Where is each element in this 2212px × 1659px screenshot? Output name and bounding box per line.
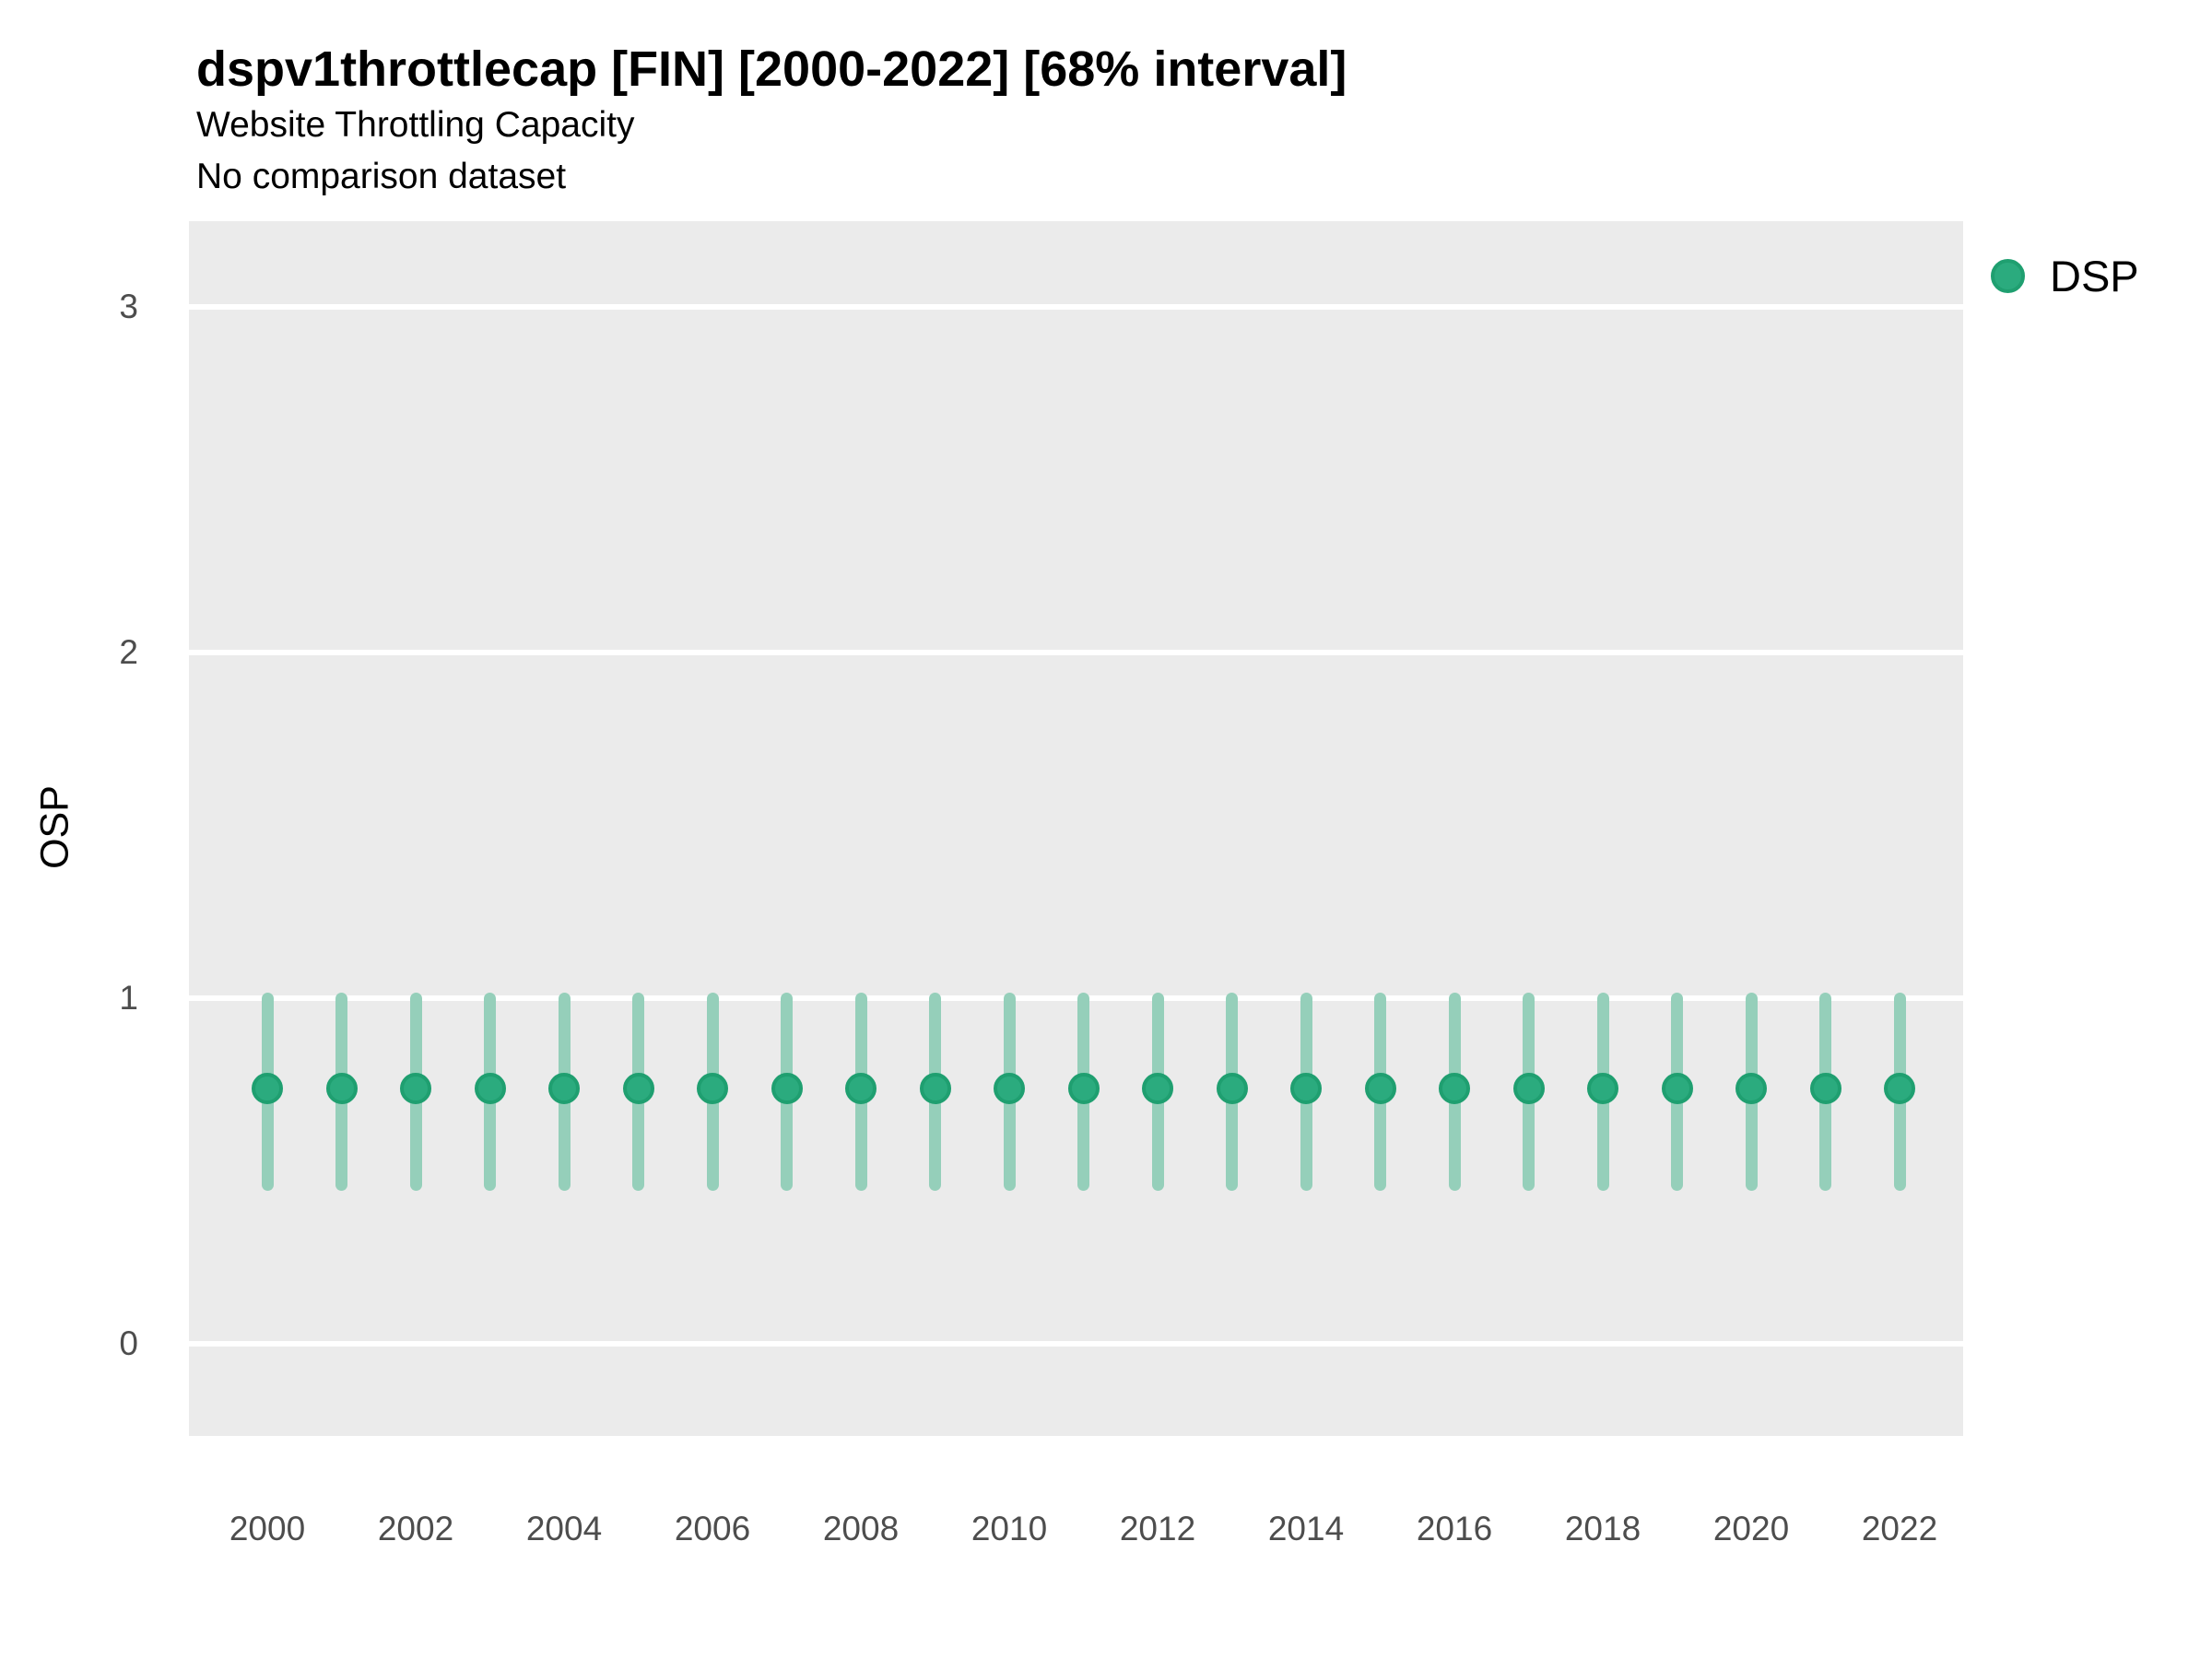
x-tick-label-2012: 2012 <box>1119 1510 1196 1547</box>
data-point-2005 <box>622 1072 654 1104</box>
data-point-2000 <box>252 1072 283 1104</box>
data-point-2022 <box>1884 1072 1915 1104</box>
x-tick-label-2014: 2014 <box>1267 1510 1345 1547</box>
data-point-2017 <box>1512 1072 1545 1104</box>
gridline-y-3 <box>189 304 1963 310</box>
data-point-2009 <box>919 1072 951 1104</box>
data-point-2014 <box>1290 1072 1322 1104</box>
data-point-2007 <box>771 1072 803 1104</box>
x-tick-label-2008: 2008 <box>822 1510 900 1547</box>
data-point-2018 <box>1587 1072 1618 1104</box>
chart-subtitle: Website Throttling Capacity <box>196 105 635 145</box>
data-point-2020 <box>1735 1072 1767 1104</box>
x-tick-label-2010: 2010 <box>971 1510 1048 1547</box>
data-point-2003 <box>474 1072 506 1104</box>
data-point-2013 <box>1216 1072 1248 1104</box>
x-tick-label-2004: 2004 <box>525 1510 603 1547</box>
gridline-y-2 <box>189 650 1963 655</box>
data-point-2019 <box>1661 1072 1693 1104</box>
data-point-2002 <box>400 1072 431 1104</box>
x-tick-label-2002: 2002 <box>377 1510 454 1547</box>
legend-label: DSP <box>2050 252 2139 300</box>
y-axis-title: OSP <box>32 785 77 869</box>
x-tick-label-2018: 2018 <box>1564 1510 1641 1547</box>
data-point-2008 <box>845 1072 877 1104</box>
x-tick-label-2006: 2006 <box>674 1510 751 1547</box>
x-tick-label-2022: 2022 <box>1861 1510 1938 1547</box>
y-tick-label-3: 3 <box>119 288 138 325</box>
legend: DSP <box>1991 251 2139 301</box>
x-tick-label-2000: 2000 <box>229 1510 306 1547</box>
x-tick-label-2020: 2020 <box>1712 1510 1790 1547</box>
data-point-2004 <box>548 1072 580 1104</box>
data-point-2006 <box>697 1072 728 1104</box>
data-point-2010 <box>994 1072 1025 1104</box>
y-tick-label-0: 0 <box>119 1324 138 1362</box>
chart-title: dspv1throttlecap [FIN] [2000-2022] [68% … <box>196 41 1347 97</box>
data-point-2015 <box>1364 1072 1396 1104</box>
x-tick-label-2016: 2016 <box>1416 1510 1493 1547</box>
data-point-2016 <box>1439 1072 1470 1104</box>
data-point-2012 <box>1142 1072 1173 1104</box>
gridline-y-0 <box>189 1341 1963 1347</box>
data-point-2001 <box>325 1072 358 1104</box>
data-point-2011 <box>1067 1072 1100 1104</box>
chart-subtitle-secondary: No comparison dataset <box>196 157 567 196</box>
y-tick-label-2: 2 <box>119 633 138 671</box>
plot-panel <box>189 221 1963 1436</box>
legend-point-icon <box>1991 259 2025 293</box>
data-point-2021 <box>1809 1072 1841 1104</box>
gridline-y-1 <box>189 995 1963 1001</box>
y-tick-label-1: 1 <box>119 979 138 1017</box>
